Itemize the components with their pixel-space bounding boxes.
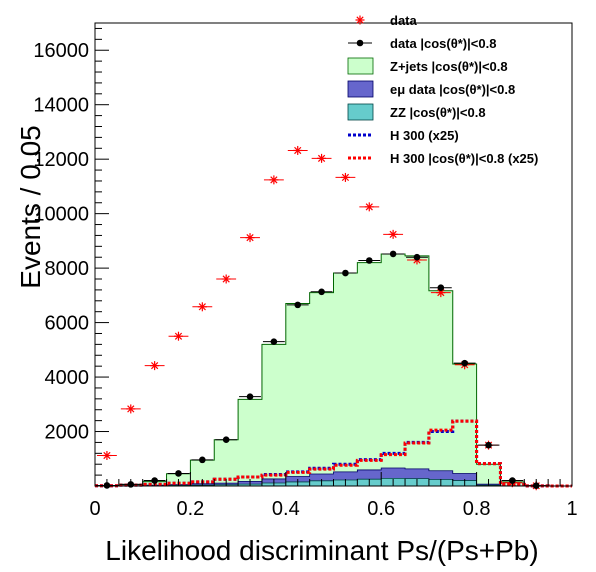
- zjets-histogram: [95, 254, 572, 486]
- dot-marker: [199, 457, 206, 464]
- y-tick-label: 2000: [45, 422, 90, 444]
- dot-marker: [247, 393, 254, 400]
- dot-marker: [390, 251, 397, 258]
- y-tick-label: 6000: [45, 313, 90, 335]
- dot-marker: [414, 254, 421, 261]
- legend-dot: [357, 40, 364, 47]
- legend-data-cut: data |cos(θ*)|<0.8: [348, 36, 496, 51]
- legend-h300-cut: H 300 |cos(θ*)|<0.8 (x25): [348, 151, 538, 166]
- dot-marker: [175, 470, 182, 477]
- legend-zz: ZZ |cos(θ*)|<0.8: [348, 104, 486, 120]
- dot-marker: [438, 284, 445, 291]
- x-tick-label: 0.6: [367, 498, 395, 520]
- dot-marker: [271, 338, 278, 345]
- legend-h300: H 300 (x25): [348, 128, 459, 143]
- data-dot-point: [478, 442, 500, 449]
- x-tick-label: 0.4: [272, 498, 300, 520]
- dot-marker: [294, 302, 301, 309]
- stacked-histograms: [95, 254, 572, 486]
- x-tick-label: 1: [566, 498, 577, 520]
- x-tick-label: 0: [89, 498, 100, 520]
- legend-label: Z+jets |cos(θ*)|<0.8: [390, 59, 508, 74]
- data-dot-point: [430, 284, 452, 291]
- legend-data: data: [356, 13, 418, 28]
- dot-marker: [223, 436, 230, 443]
- x-axis-title: Likelihood discriminant Ps/(Ps+Pb): [105, 535, 538, 566]
- dot-marker: [342, 270, 349, 277]
- data-star-point: [192, 302, 212, 311]
- data-star-point: [121, 404, 141, 413]
- dot-marker: [366, 257, 373, 264]
- legend-swatch: [348, 58, 373, 74]
- legend-zjets: Z+jets |cos(θ*)|<0.8: [348, 58, 508, 74]
- data-star-point: [216, 275, 236, 284]
- legend-emu: eμ data |cos(θ*)|<0.8: [348, 81, 515, 97]
- legend-label: data |cos(θ*)|<0.8: [390, 36, 496, 51]
- legend-label: ZZ |cos(θ*)|<0.8: [390, 105, 486, 120]
- data-star-point: [359, 202, 379, 211]
- legend-label: data: [390, 13, 418, 28]
- data-star-point: [383, 230, 403, 239]
- data-star-point: [336, 173, 356, 182]
- x-tick-label: 0.2: [176, 498, 204, 520]
- legend-label: H 300 |cos(θ*)|<0.8 (x25): [390, 151, 538, 166]
- y-axis-title: Events / 0.05: [15, 125, 46, 288]
- legend: data data |cos(θ*)|<0.8 Z+jets |cos(θ*)|<0…: [348, 13, 538, 166]
- x-tick-label: 0.8: [463, 498, 491, 520]
- data-star-point: [97, 451, 117, 460]
- legend-swatch: [348, 81, 373, 97]
- data-star-point: [288, 146, 308, 155]
- legend-label: eμ data |cos(θ*)|<0.8: [390, 82, 515, 97]
- dot-marker: [485, 442, 492, 449]
- y-tick-label: 8000: [45, 258, 90, 280]
- y-tick-label: 4000: [45, 367, 90, 389]
- legend-label: H 300 (x25): [390, 128, 459, 143]
- data-star-point: [264, 175, 284, 184]
- data-star-point: [145, 361, 165, 370]
- dot-marker: [461, 360, 468, 367]
- data-star-point: [312, 154, 332, 163]
- y-tick-label: 16000: [33, 40, 89, 62]
- data-star-point: [240, 233, 260, 242]
- data-star-point: [169, 332, 189, 341]
- legend-swatch: [348, 104, 373, 120]
- dot-marker: [318, 289, 325, 296]
- y-tick-label: 14000: [33, 95, 89, 117]
